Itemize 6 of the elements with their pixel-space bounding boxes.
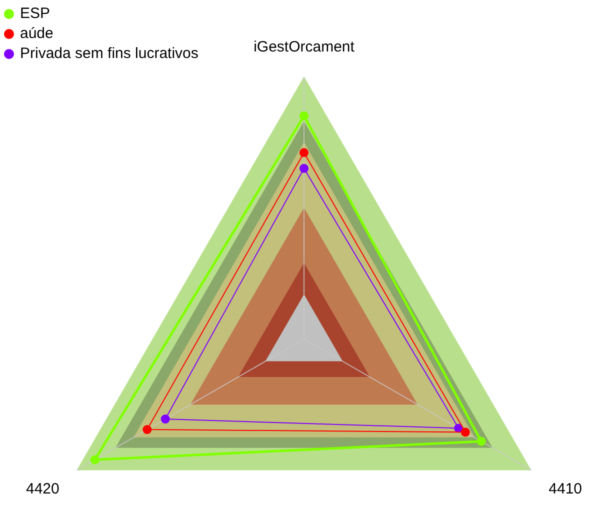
legend-label: Privada sem fins lucrativos	[20, 44, 198, 64]
spoke-label: 4410	[548, 480, 582, 498]
legend-label: ESP	[20, 4, 50, 24]
legend-label: aúde	[20, 24, 54, 44]
spoke-label: 4420	[26, 480, 60, 498]
spoke-label: iGestOrcament	[254, 38, 356, 56]
